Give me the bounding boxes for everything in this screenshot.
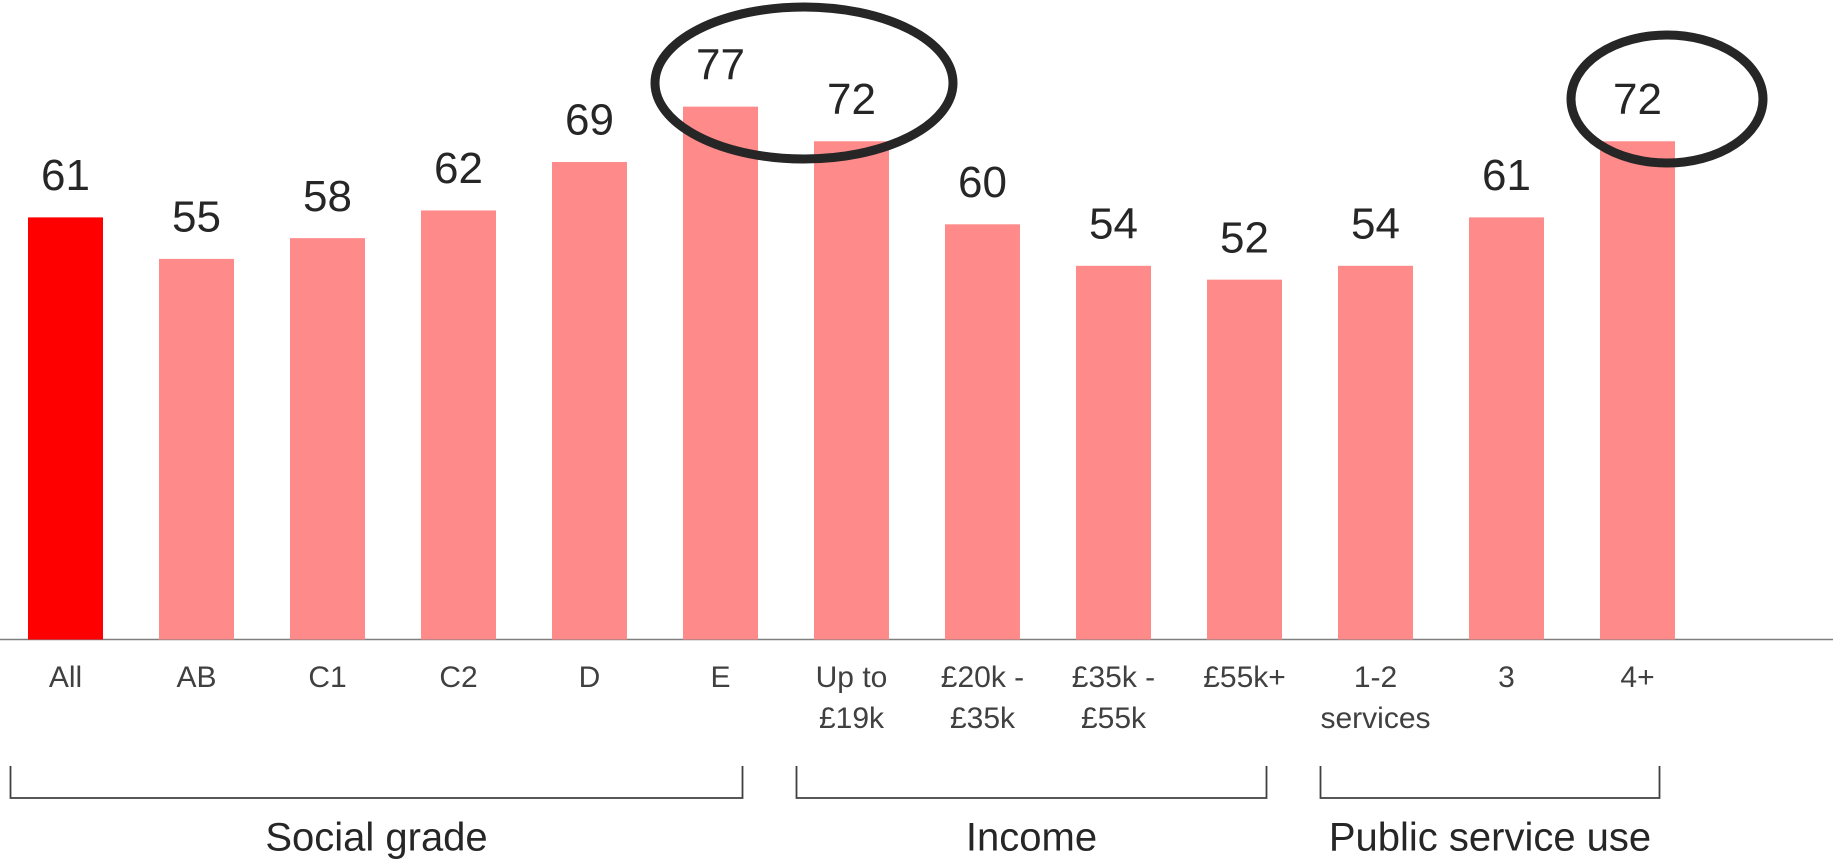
- group-bracket: [1319, 766, 1661, 799]
- value-label: 54: [1089, 199, 1138, 248]
- bar: [159, 258, 234, 640]
- value-label: 62: [434, 144, 483, 193]
- value-label: 52: [1220, 213, 1269, 262]
- value-label: 54: [1351, 199, 1400, 248]
- group-bracket: [9, 766, 744, 799]
- value-label: 72: [1613, 75, 1662, 124]
- highlight-circle: [650, 2, 958, 164]
- x-tick-label: £55k+: [1203, 661, 1286, 694]
- group-label: Social grade: [265, 816, 487, 860]
- x-tick-label: E: [710, 661, 730, 694]
- x-tick-label: £20k -£35k: [941, 661, 1024, 735]
- highlight-circle: [1566, 30, 1768, 168]
- bar: [552, 162, 627, 640]
- bar: [290, 238, 365, 640]
- value-label: 61: [1482, 151, 1531, 200]
- value-label: 60: [958, 158, 1007, 207]
- group-label: Public service use: [1329, 816, 1651, 860]
- bar: [421, 210, 496, 640]
- group-bracket: [795, 766, 1268, 799]
- bar: [1207, 279, 1282, 640]
- x-tick-label: £35k -£55k: [1072, 661, 1155, 735]
- value-label: 58: [303, 172, 352, 221]
- marks: 61 All 55 AB 58 C1 62 C2 69 D 77 E 72 Up to £19k 60 £20k…: [9, 40, 1675, 860]
- value-label: 72: [827, 75, 876, 124]
- x-tick-label: D: [579, 661, 601, 694]
- bar: [1338, 265, 1413, 640]
- x-tick-label: C1: [308, 661, 346, 694]
- bar: [1469, 217, 1544, 640]
- value-label: 55: [172, 193, 221, 242]
- value-label: 61: [41, 151, 90, 200]
- value-label: 69: [565, 96, 614, 145]
- bar: [1600, 141, 1675, 640]
- bar: [945, 224, 1020, 640]
- x-tick-label: Up to £19k: [816, 661, 888, 735]
- x-tick-label: All: [49, 661, 82, 694]
- value-label: 77: [696, 40, 745, 89]
- x-tick-label: 4+: [1620, 661, 1654, 694]
- x-tick-label: 1-2 services: [1320, 661, 1430, 735]
- x-tick-label: C2: [439, 661, 477, 694]
- bar: [683, 106, 758, 640]
- bar: [28, 217, 103, 640]
- bar: [1076, 265, 1151, 640]
- x-tick-label: 3: [1498, 661, 1515, 694]
- x-tick-label: AB: [176, 661, 216, 694]
- bar: [814, 141, 889, 640]
- group-label: Income: [966, 816, 1097, 860]
